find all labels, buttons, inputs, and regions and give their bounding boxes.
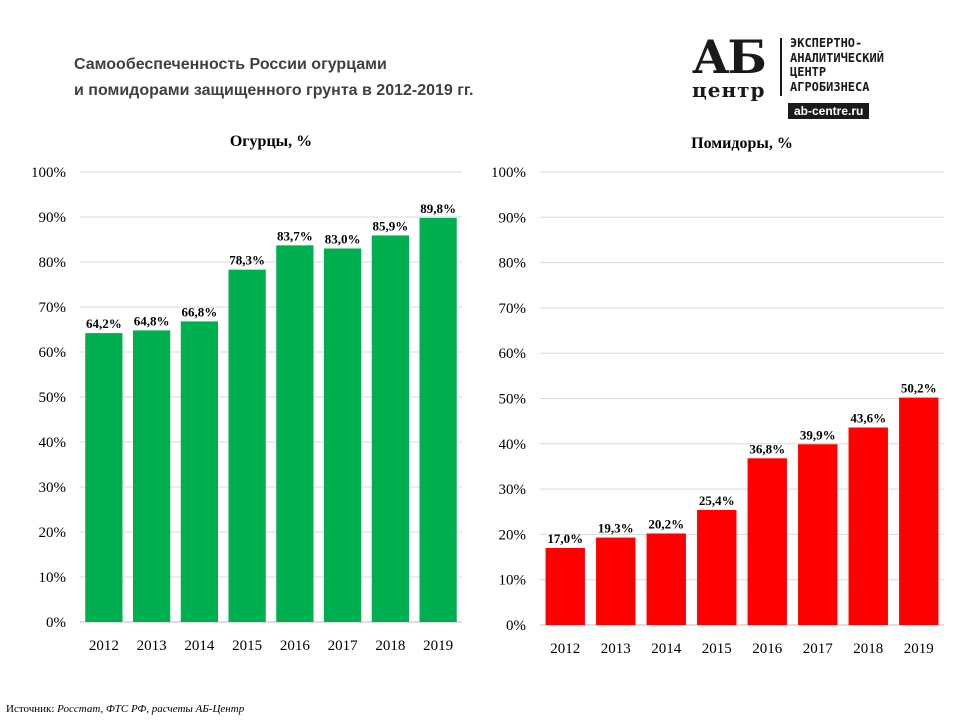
logo-line: ЭКСПЕРТНО- [790, 36, 863, 50]
data-label: 43,6% [850, 410, 886, 425]
bar [180, 321, 218, 622]
bar [596, 537, 636, 625]
bar [697, 509, 737, 625]
x-tick-label: 2019 [904, 641, 934, 657]
logo-description: ЭКСПЕРТНО- АНАЛИТИЧЕСКИЙ ЦЕНТР АГРОБИЗНЕ… [790, 36, 884, 94]
y-tick-label: 70% [499, 301, 527, 317]
subchart-title: Огурцы, % [230, 133, 312, 150]
data-label: 64,8% [134, 313, 170, 328]
data-label: 64,2% [86, 316, 122, 331]
y-tick-label: 80% [499, 256, 527, 272]
source-note: Источник: Росстат, ФТС РФ, расчеты АБ-Це… [6, 703, 244, 715]
ab-centre-logo: АБ центр ЭКСПЕРТНО- АНАЛИТИЧЕСКИЙ ЦЕНТР … [690, 30, 930, 122]
data-label: 39,9% [800, 427, 836, 442]
x-tick-label: 2016 [280, 638, 311, 654]
y-tick-label: 90% [499, 210, 527, 226]
x-tick-label: 2016 [752, 641, 783, 657]
y-tick-label: 20% [39, 525, 67, 541]
source-label: Источник: [6, 703, 55, 715]
bar [371, 235, 409, 622]
data-label: 83,7% [277, 228, 313, 243]
y-tick-label: 10% [499, 573, 527, 589]
bar [798, 444, 838, 625]
y-tick-label: 80% [39, 255, 67, 271]
y-tick-label: 0% [46, 615, 66, 631]
logo-line: АНАЛИТИЧЕСКИЙ [790, 50, 884, 65]
bar [276, 245, 314, 622]
y-tick-label: 50% [499, 392, 527, 408]
logo-centr-text: центр [692, 78, 766, 102]
y-tick-label: 20% [499, 527, 527, 543]
bar [419, 217, 457, 622]
y-tick-label: 0% [506, 618, 526, 634]
y-tick-label: 40% [499, 437, 527, 453]
bar [747, 458, 787, 625]
bar [848, 427, 888, 625]
logo-separator [780, 38, 782, 96]
data-label: 85,9% [373, 218, 409, 233]
y-tick-label: 30% [499, 482, 527, 498]
x-tick-label: 2013 [601, 641, 631, 657]
data-label: 25,4% [699, 493, 735, 508]
subchart-title: Помидоры, % [691, 135, 793, 152]
y-tick-label: 60% [39, 345, 67, 361]
x-tick-label: 2015 [232, 638, 262, 654]
x-tick-label: 2019 [423, 638, 453, 654]
x-tick-label: 2017 [328, 638, 359, 654]
y-tick-label: 10% [39, 570, 67, 586]
x-tick-label: 2014 [651, 641, 682, 657]
y-tick-label: 50% [39, 390, 67, 406]
x-tick-label: 2018 [375, 638, 405, 654]
bar [545, 547, 585, 625]
data-label: 78,3% [229, 253, 265, 268]
y-tick-label: 70% [39, 300, 67, 316]
title-line-1: Самообеспеченность России огурцами [74, 56, 387, 73]
y-tick-label: 40% [39, 435, 67, 451]
chart-title: Самообеспеченность России огурцами и пом… [74, 52, 473, 104]
x-tick-label: 2015 [702, 641, 732, 657]
data-label: 20,2% [648, 516, 684, 531]
data-label: 89,8% [420, 201, 456, 216]
data-label: 83,0% [325, 232, 361, 247]
logo-ab-text: АБ [692, 30, 767, 84]
bar [228, 269, 266, 622]
bar [85, 333, 123, 622]
logo-website: ab-centre.ru [788, 103, 870, 119]
x-tick-label: 2013 [137, 638, 167, 654]
title-line-2: и помидорами защищенного грунта в 2012-2… [74, 82, 474, 99]
data-label: 50,2% [901, 381, 937, 396]
data-label: 17,0% [547, 531, 583, 546]
bar [133, 330, 171, 622]
logo-line: АГРОБИЗНЕСА [790, 79, 870, 94]
bar [899, 397, 939, 625]
y-tick-label: 90% [39, 210, 67, 226]
source-text: Росстат, ФТС РФ, расчеты АБ-Центр [57, 703, 245, 715]
x-tick-label: 2018 [853, 641, 883, 657]
y-tick-label: 30% [39, 480, 67, 496]
x-tick-label: 2017 [803, 641, 834, 657]
y-tick-label: 100% [31, 165, 66, 181]
x-tick-label: 2012 [550, 641, 580, 657]
logo-line: ЦЕНТР [790, 65, 827, 79]
y-tick-label: 60% [499, 346, 527, 362]
bar [646, 533, 686, 625]
x-tick-label: 2014 [184, 638, 215, 654]
y-tick-label: 100% [491, 165, 526, 181]
x-tick-label: 2012 [89, 638, 119, 654]
data-label: 19,3% [598, 521, 634, 536]
data-label: 36,8% [749, 441, 785, 456]
bar [324, 248, 362, 622]
data-label: 66,8% [182, 304, 218, 319]
